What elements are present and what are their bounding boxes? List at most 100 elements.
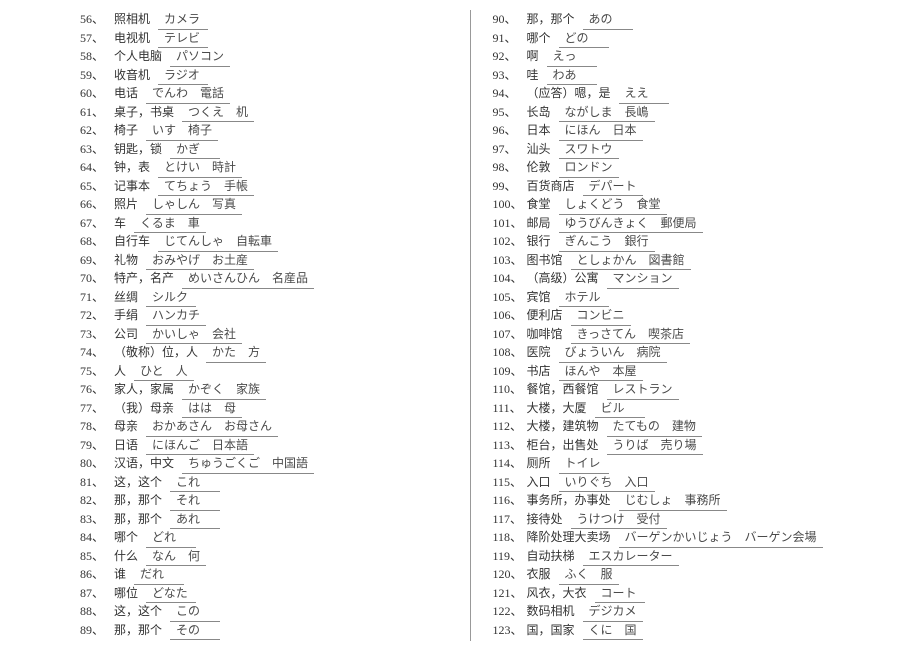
term-chinese: 书店 bbox=[527, 362, 551, 381]
term-chinese: 自行车 bbox=[114, 232, 150, 251]
answer-japanese: デジカメ bbox=[583, 602, 643, 622]
item-number: 117、 bbox=[493, 510, 527, 529]
item-number: 79、 bbox=[80, 436, 114, 455]
item-number: 62、 bbox=[80, 121, 114, 140]
vocab-row: 98、伦敦ロンドン bbox=[493, 158, 861, 177]
term-chinese: 特产，名产 bbox=[114, 269, 174, 288]
vocab-row: 85、什么なん 何 bbox=[80, 547, 448, 566]
term-chinese: 公司 bbox=[114, 325, 138, 344]
vocab-row: 94、（应答）嗯，是ええ bbox=[493, 84, 861, 103]
term-chinese: 家人，家属 bbox=[114, 380, 174, 399]
term-chinese: 哇 bbox=[527, 66, 539, 85]
item-number: 77、 bbox=[80, 399, 114, 418]
vocab-row: 111、大楼，大厦ビル bbox=[493, 399, 861, 418]
item-number: 122、 bbox=[493, 602, 527, 621]
term-chinese: 电话 bbox=[114, 84, 138, 103]
vocab-row: 63、钥匙，锁かぎ bbox=[80, 140, 448, 159]
item-number: 94、 bbox=[493, 84, 527, 103]
vocab-row: 61、桌子，书桌つくえ 机 bbox=[80, 103, 448, 122]
item-number: 101、 bbox=[493, 214, 527, 233]
answer-japanese: テレビ bbox=[158, 29, 208, 49]
term-chinese: 长岛 bbox=[527, 103, 551, 122]
answer-japanese: かぎ bbox=[170, 140, 220, 160]
item-number: 61、 bbox=[80, 103, 114, 122]
term-chinese: 谁 bbox=[114, 565, 126, 584]
item-number: 103、 bbox=[493, 251, 527, 270]
vocab-row: 96、日本にほん 日本 bbox=[493, 121, 861, 140]
answer-japanese: くるま 車 bbox=[134, 214, 206, 234]
term-chinese: 大楼，建筑物 bbox=[527, 417, 599, 436]
item-number: 112、 bbox=[493, 417, 527, 436]
item-number: 100、 bbox=[493, 195, 527, 214]
item-number: 96、 bbox=[493, 121, 527, 140]
term-chinese: 哪个 bbox=[114, 528, 138, 547]
term-chinese: 照片 bbox=[114, 195, 138, 214]
vocab-row: 64、钟，表とけい 時計 bbox=[80, 158, 448, 177]
vocab-row: 62、椅子いす 椅子 bbox=[80, 121, 448, 140]
vocab-row: 117、接待处うけつけ 受付 bbox=[493, 510, 861, 529]
vocab-row: 82、那，那个それ bbox=[80, 491, 448, 510]
answer-japanese: なん 何 bbox=[146, 547, 206, 567]
item-number: 58、 bbox=[80, 47, 114, 66]
vocab-row: 102、银行ぎんこう 銀行 bbox=[493, 232, 861, 251]
item-number: 59、 bbox=[80, 66, 114, 85]
term-chinese: 百货商店 bbox=[527, 177, 575, 196]
answer-japanese: その bbox=[170, 621, 220, 641]
term-chinese: 收音机 bbox=[114, 66, 150, 85]
vocab-row: 84、哪个どれ bbox=[80, 528, 448, 547]
answer-japanese: あれ bbox=[170, 510, 220, 530]
vocab-row: 99、百货商店デパート bbox=[493, 177, 861, 196]
item-number: 65、 bbox=[80, 177, 114, 196]
term-chinese: 食堂 bbox=[527, 195, 551, 214]
item-number: 111、 bbox=[493, 399, 527, 418]
vocab-row: 110、餐馆，西餐馆レストラン bbox=[493, 380, 861, 399]
answer-japanese: デパート bbox=[583, 177, 643, 197]
item-number: 82、 bbox=[80, 491, 114, 510]
term-chinese: 桌子，书桌 bbox=[114, 103, 174, 122]
answer-japanese: ぎんこう 銀行 bbox=[559, 232, 655, 252]
vocab-row: 71、丝绸シルク bbox=[80, 288, 448, 307]
item-number: 75、 bbox=[80, 362, 114, 381]
term-chinese: 风衣，大衣 bbox=[527, 584, 587, 603]
term-chinese: 国，国家 bbox=[527, 621, 575, 640]
answer-japanese: ほんや 本屋 bbox=[559, 362, 643, 382]
term-chinese: 哪个 bbox=[527, 29, 551, 48]
item-number: 74、 bbox=[80, 343, 114, 362]
answer-japanese: バーゲンかいじょう バーゲン会場 bbox=[619, 528, 823, 548]
left-column: 56、照相机カメラ57、电视机テレビ58、个人电脑パソコン59、收音机ラジオ60… bbox=[80, 10, 468, 641]
answer-japanese: てちょう 手帳 bbox=[158, 177, 254, 197]
vocab-row: 72、手绢ハンカチ bbox=[80, 306, 448, 325]
term-chinese: 哪位 bbox=[114, 584, 138, 603]
vocab-row: 92、啊えっ bbox=[493, 47, 861, 66]
term-chinese: 入口 bbox=[527, 473, 551, 492]
term-chinese: 个人电脑 bbox=[114, 47, 162, 66]
term-chinese: 银行 bbox=[527, 232, 551, 251]
answer-japanese: めいさんひん 名産品 bbox=[182, 269, 314, 289]
answer-japanese: ええ bbox=[619, 84, 669, 104]
answer-japanese: とけい 時計 bbox=[158, 158, 242, 178]
item-number: 120、 bbox=[493, 565, 527, 584]
answer-japanese: トイレ bbox=[559, 454, 609, 474]
term-chinese: 车 bbox=[114, 214, 126, 233]
answer-japanese: はは 母 bbox=[182, 399, 242, 419]
answer-japanese: ふく 服 bbox=[559, 565, 619, 585]
vocab-row: 86、谁だれ bbox=[80, 565, 448, 584]
item-number: 70、 bbox=[80, 269, 114, 288]
item-number: 102、 bbox=[493, 232, 527, 251]
answer-japanese: じむしょ 事務所 bbox=[619, 491, 727, 511]
vocab-row: 58、个人电脑パソコン bbox=[80, 47, 448, 66]
answer-japanese: ラジオ bbox=[158, 66, 208, 86]
vocab-row: 90、那，那个あの bbox=[493, 10, 861, 29]
item-number: 84、 bbox=[80, 528, 114, 547]
answer-japanese: でんわ 電話 bbox=[146, 84, 230, 104]
term-chinese: 汕头 bbox=[527, 140, 551, 159]
answer-japanese: だれ bbox=[134, 565, 184, 585]
item-number: 93、 bbox=[493, 66, 527, 85]
vocab-row: 115、入口いりぐち 入口 bbox=[493, 473, 861, 492]
vocab-row: 74、（敬称）位，人かた 方 bbox=[80, 343, 448, 362]
term-chinese: 什么 bbox=[114, 547, 138, 566]
item-number: 114、 bbox=[493, 454, 527, 473]
answer-japanese: エスカレーター bbox=[583, 547, 679, 567]
vocab-row: 109、书店ほんや 本屋 bbox=[493, 362, 861, 381]
vocab-row: 123、国，国家くに 国 bbox=[493, 621, 861, 640]
